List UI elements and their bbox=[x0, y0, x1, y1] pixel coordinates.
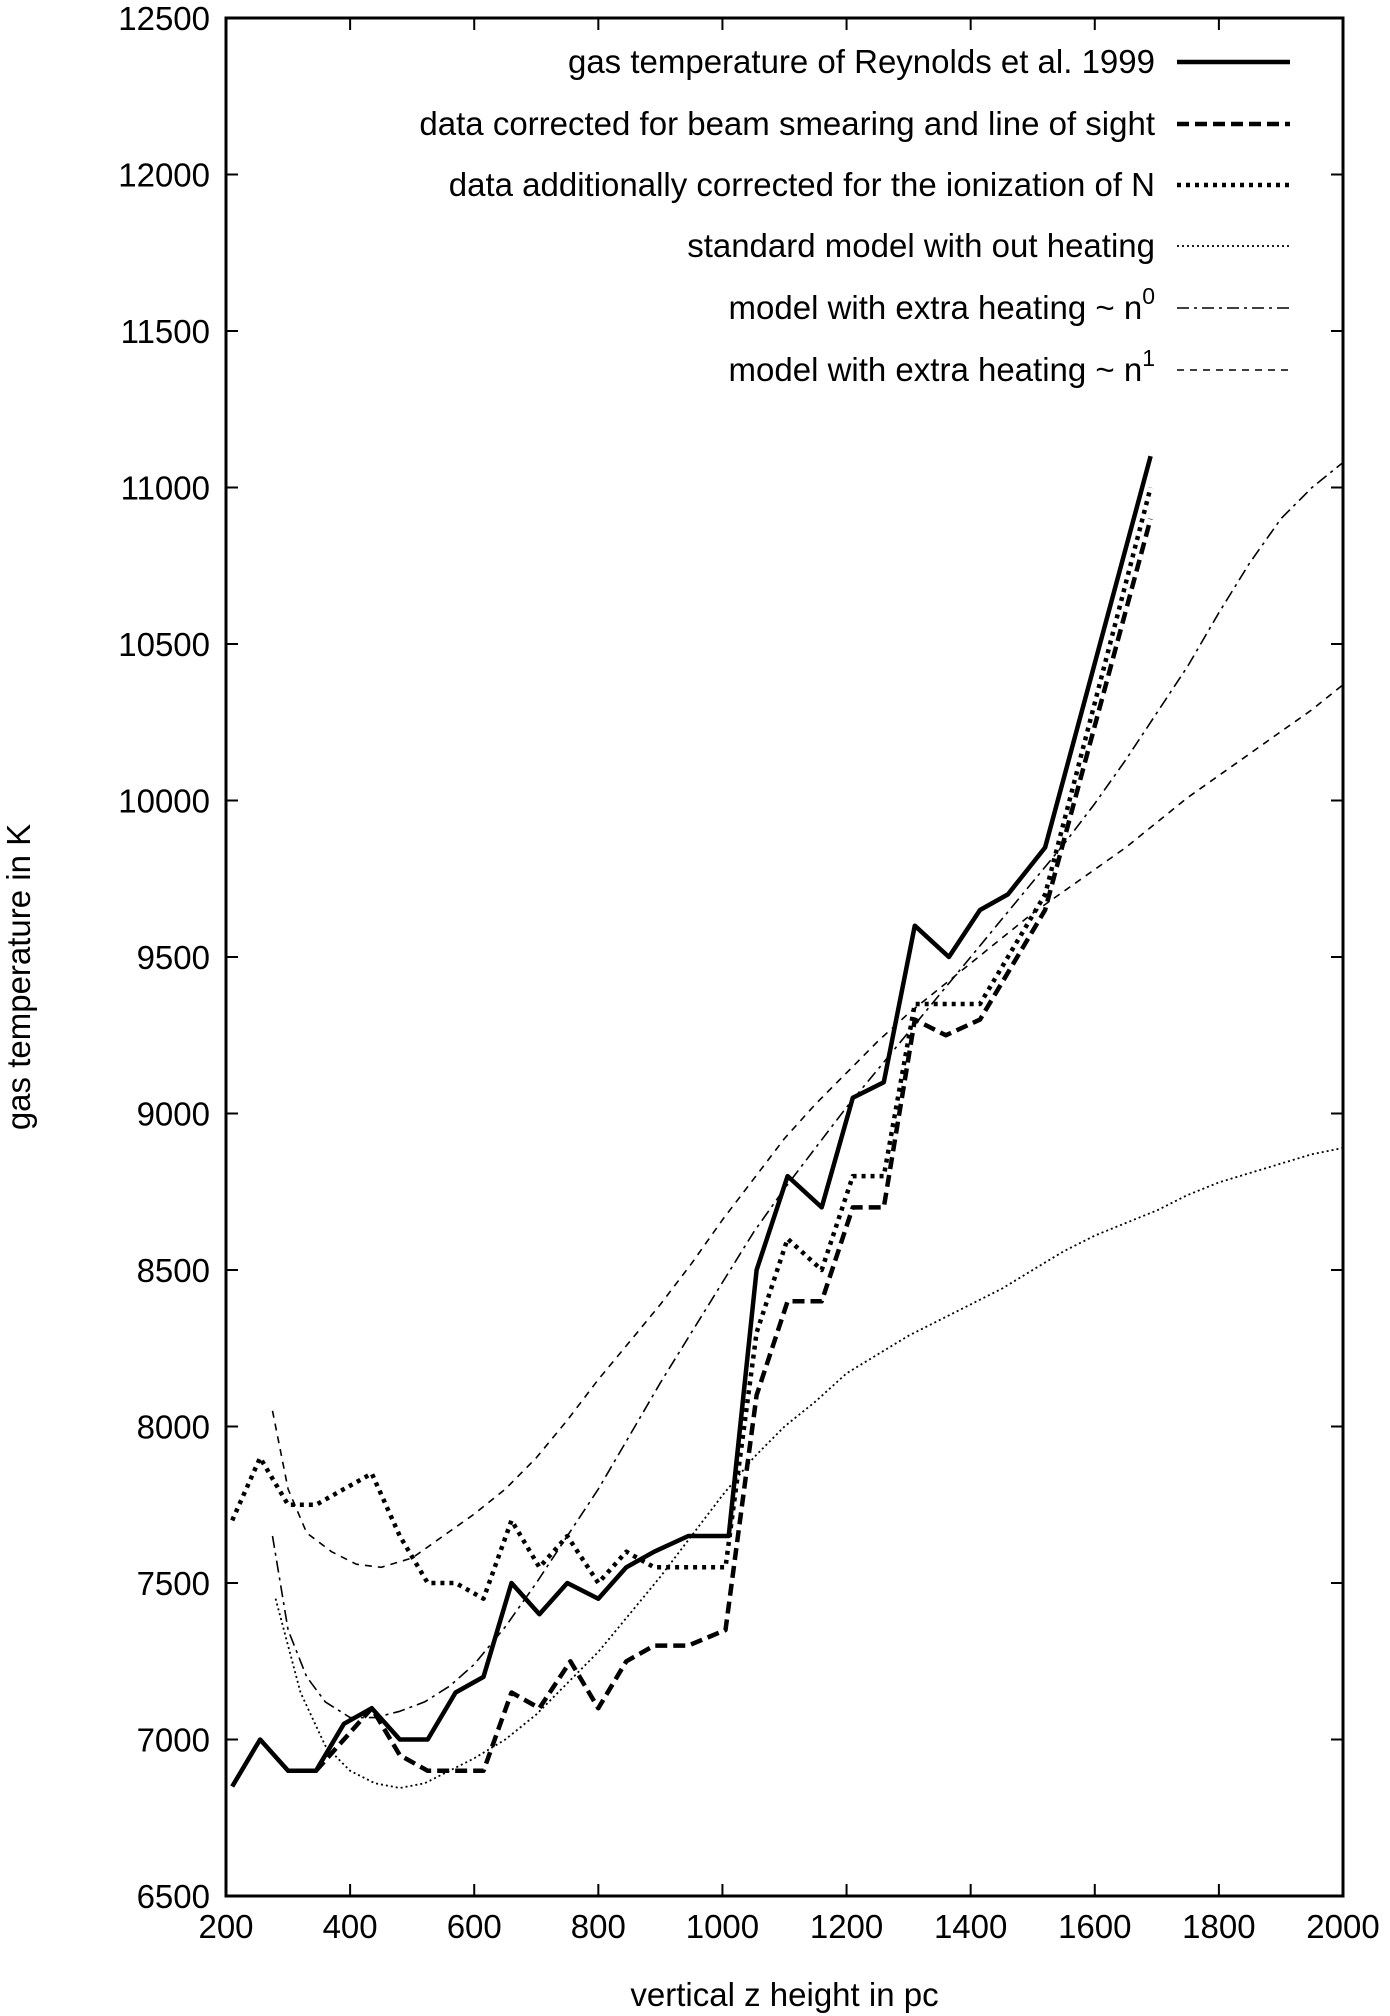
y-tick-label: 12000 bbox=[118, 157, 210, 194]
legend-entry-1: gas temperature of Reynolds et al. 1999 bbox=[568, 43, 1290, 80]
y-tick-label: 11000 bbox=[121, 470, 210, 507]
legend-label-text: gas temperature of Reynolds et al. 1999 bbox=[568, 43, 1155, 80]
series-line-2 bbox=[314, 518, 1153, 1774]
x-tick-label: 1200 bbox=[810, 1908, 883, 1945]
y-tick-label: 6500 bbox=[137, 1878, 210, 1915]
ticks-layer: 200 400 600 800 1000 1200 1400 1600 1800 2000 6500… bbox=[118, 0, 1379, 1945]
legend-label-superscript: 0 bbox=[1142, 283, 1155, 309]
legend-entry-2: data corrected for beam smearing and lin… bbox=[419, 105, 1290, 142]
y-tick-label: 7500 bbox=[137, 1565, 210, 1602]
legend-label: model with extra heating ~ n0 bbox=[729, 283, 1155, 326]
x-tick-label: 1600 bbox=[1058, 1908, 1131, 1945]
legend-label: standard model with out heating bbox=[687, 227, 1155, 264]
y-tick-label: 11500 bbox=[121, 313, 210, 350]
y-tick-label: 10500 bbox=[118, 626, 210, 663]
series-line-3 bbox=[230, 486, 1153, 1601]
series-line-5 bbox=[271, 461, 1343, 1719]
legend-label-text: model with extra heating ~ n bbox=[729, 289, 1143, 326]
x-tick-label: 600 bbox=[447, 1908, 502, 1945]
x-tick-label: 1000 bbox=[686, 1908, 759, 1945]
x-tick-label: 1400 bbox=[934, 1908, 1007, 1945]
x-tick-label: 1800 bbox=[1182, 1908, 1255, 1945]
x-axis-title: vertical z height in pc bbox=[630, 1976, 938, 2013]
y-tick-label: 7000 bbox=[137, 1722, 210, 1759]
y-tick-label: 9500 bbox=[137, 939, 210, 976]
legend-label: gas temperature of Reynolds et al. 1999 bbox=[568, 43, 1155, 80]
legend-entry-4: standard model with out heating bbox=[687, 227, 1290, 264]
y-tick-label: 8500 bbox=[137, 1252, 210, 1289]
legend-label: data corrected for beam smearing and lin… bbox=[419, 105, 1155, 142]
series-line-6 bbox=[271, 684, 1343, 1569]
legend-label: model with extra heating ~ n1 bbox=[729, 345, 1155, 388]
x-tick-label: 400 bbox=[323, 1908, 378, 1945]
legend-label-text: model with extra heating ~ n bbox=[729, 351, 1143, 388]
y-tick-label: 10000 bbox=[118, 783, 210, 820]
x-tick-label: 800 bbox=[571, 1908, 626, 1945]
x-tick-label: 200 bbox=[198, 1908, 253, 1945]
series-line-4 bbox=[274, 1147, 1343, 1789]
x-tick-label: 2000 bbox=[1306, 1908, 1379, 1945]
legend-label-text: standard model with out heating bbox=[687, 227, 1155, 264]
series-layer bbox=[230, 455, 1343, 1789]
legend: gas temperature of Reynolds et al. 1999 d… bbox=[419, 43, 1290, 388]
series-line-1 bbox=[230, 455, 1153, 1788]
legend-entry-6: model with extra heating ~ n1 bbox=[729, 345, 1290, 388]
legend-entry-3: data additionally corrected for the ioni… bbox=[449, 166, 1290, 203]
legend-entry-5: model with extra heating ~ n0 bbox=[729, 283, 1290, 326]
y-tick-label: 9000 bbox=[137, 1096, 210, 1133]
legend-label-superscript: 1 bbox=[1142, 345, 1155, 371]
legend-label-text: data corrected for beam smearing and lin… bbox=[419, 105, 1155, 142]
y-tick-label: 8000 bbox=[137, 1409, 210, 1446]
legend-label-text: data additionally corrected for the ioni… bbox=[449, 166, 1155, 203]
legend-label: data additionally corrected for the ioni… bbox=[449, 166, 1155, 203]
plot-frame bbox=[224, 16, 1345, 1898]
y-axis-title: gas temperature in K bbox=[0, 824, 37, 1130]
y-tick-label: 12500 bbox=[118, 0, 210, 37]
